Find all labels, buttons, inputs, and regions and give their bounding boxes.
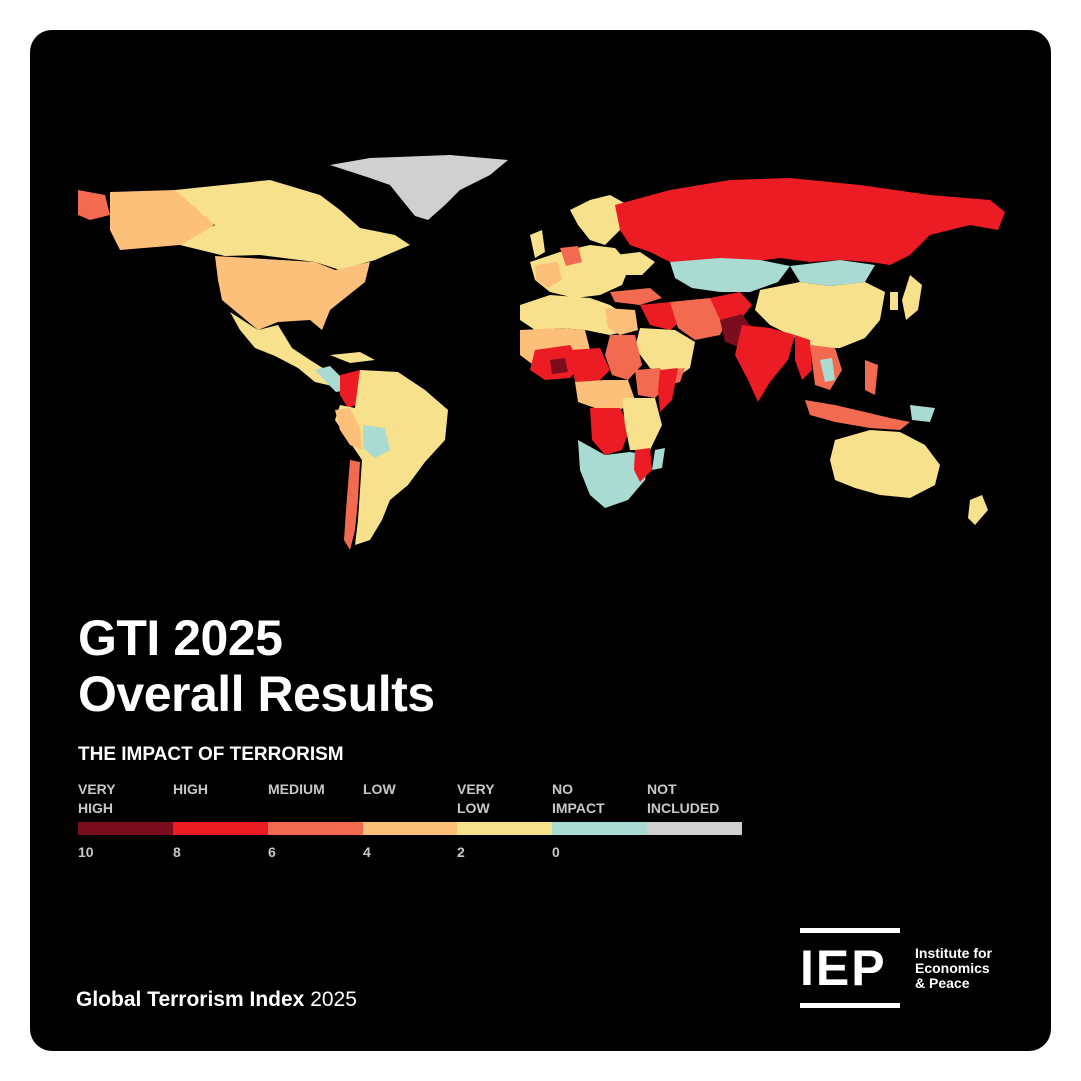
legend-ticks: 10 8 6 4 2 0 (78, 844, 742, 864)
region-new-zealand (968, 495, 988, 525)
title-line-2: Overall Results (78, 666, 435, 722)
region-burkina-faso (550, 358, 568, 374)
logo-org-name: Institute for Economics & Peace (915, 945, 992, 991)
legend-swatch-medium (267, 822, 363, 835)
region-central-africa (575, 380, 635, 410)
region-russia (615, 178, 1005, 270)
region-afghanistan (710, 292, 752, 320)
region-australia (830, 430, 940, 498)
footer-title: Global Terrorism Index 2025 (76, 988, 357, 1012)
iep-logo: IEP Institute for Economics & Peace (800, 928, 1040, 1013)
region-central-america (315, 366, 348, 392)
region-france (535, 262, 562, 288)
region-indonesia (805, 400, 910, 430)
region-chile (344, 460, 360, 550)
region-kazakhstan (670, 258, 790, 292)
logo-bottom-rule (800, 1003, 900, 1008)
region-greenland (330, 155, 508, 220)
legend-swatch-not-included (647, 822, 743, 835)
legend-label-high: HIGH (173, 781, 208, 797)
region-peru (335, 408, 362, 450)
region-india (735, 325, 795, 402)
region-myanmar (795, 335, 812, 380)
gti-card: GTI 2025 Overall Results THE IMPACT OF T… (30, 30, 1051, 1051)
title-line-1: GTI 2025 (78, 610, 283, 666)
legend-label-medium: MEDIUM (268, 781, 325, 797)
legend-color-bar (78, 822, 743, 835)
region-canada-east (175, 180, 410, 270)
region-mexico (230, 312, 332, 386)
legend-labels: VERY HIGH HIGH MEDIUM LOW VERY LOW NO IM… (78, 780, 742, 820)
legend-tick: 6 (268, 844, 276, 860)
region-alaska (78, 190, 110, 220)
region-uk (530, 230, 545, 258)
footer-title-bold: Global Terrorism Index (76, 988, 305, 1011)
region-niger-nigeria (570, 348, 610, 385)
logo-mark: IEP (800, 940, 887, 996)
world-map (78, 155, 1005, 550)
legend-swatch-no-impact (552, 822, 648, 835)
region-saudi (635, 328, 695, 382)
region-usa (215, 256, 370, 330)
page-title: GTI 2025 Overall Results (78, 610, 435, 722)
region-bolivia (363, 425, 390, 458)
region-caribbean (330, 352, 375, 363)
region-ukraine (615, 252, 655, 275)
region-mongolia (790, 260, 875, 286)
logo-top-rule (800, 928, 900, 933)
region-sudan (605, 335, 642, 380)
legend-heading: THE IMPACT OF TERRORISM (78, 744, 344, 765)
legend-label-very-high: VERY HIGH (78, 781, 116, 816)
region-mozambique (634, 448, 652, 482)
region-china (755, 282, 885, 348)
region-southern-africa (578, 440, 650, 508)
region-east-africa (622, 398, 662, 450)
footer-year: 2025 (310, 988, 357, 1011)
legend-label-very-low: VERY LOW (457, 781, 495, 816)
legend-swatch-very-high (78, 822, 173, 835)
legend-swatch-very-low (457, 822, 553, 835)
legend-tick: 0 (552, 844, 560, 860)
region-japan (902, 275, 922, 320)
region-philippines (865, 360, 878, 395)
legend-tick: 10 (78, 844, 94, 860)
region-turkey (610, 288, 662, 305)
region-drc (590, 408, 630, 455)
region-madagascar (652, 448, 665, 470)
region-europe-west (530, 245, 630, 298)
legend-swatch-high (172, 822, 268, 835)
region-korea (890, 292, 898, 310)
region-scandinavia (570, 195, 628, 245)
region-germany (560, 246, 582, 266)
region-north-africa (520, 295, 630, 335)
legend-label-no-impact: NO IMPACT (552, 781, 605, 816)
legend-label-low: LOW (363, 781, 396, 797)
legend-label-not-included: NOT INCLUDED (647, 781, 720, 816)
region-png (910, 405, 935, 422)
legend-tick: 8 (173, 844, 181, 860)
legend-tick: 2 (457, 844, 465, 860)
region-south-america (335, 370, 448, 545)
region-vietnam (820, 358, 835, 382)
legend-tick: 4 (363, 844, 371, 860)
region-egypt (605, 308, 638, 335)
region-somalia (658, 368, 678, 412)
legend-swatch-low (362, 822, 458, 835)
